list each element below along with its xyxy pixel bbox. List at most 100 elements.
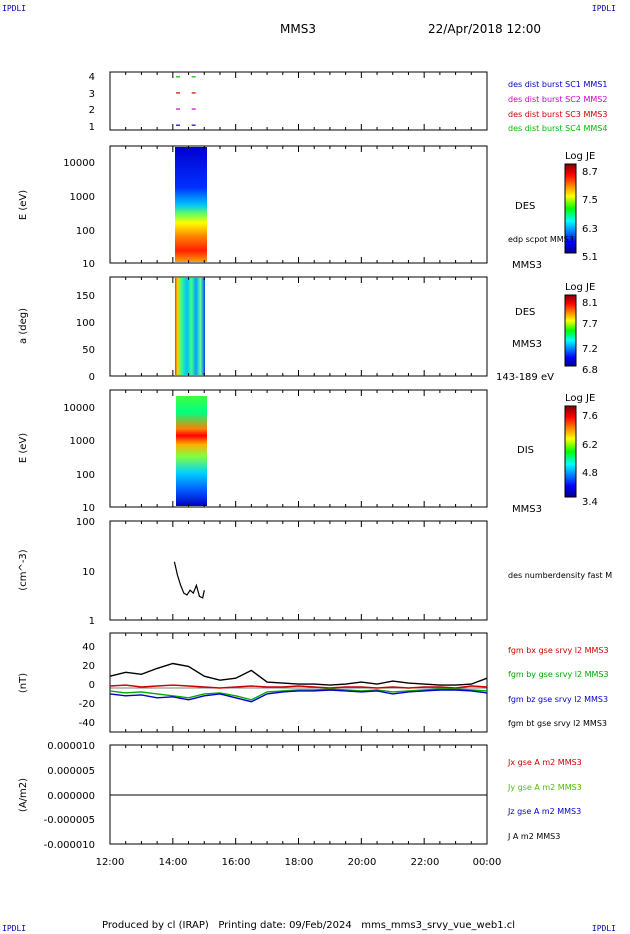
time-tick-label: 20:00 xyxy=(348,857,377,868)
ylabel-bfield: (nT) xyxy=(18,673,29,693)
panel-frame-density xyxy=(109,520,488,621)
des-energy-scpot-label: edp scpot MMS3 xyxy=(508,235,574,244)
des-energy-cbar-tick: 6.3 xyxy=(582,224,598,235)
time-tick-label: 14:00 xyxy=(159,857,188,868)
dis-energy-ytick: 100 xyxy=(76,470,95,481)
density-ytick: 1 xyxy=(89,616,95,627)
des-pitch-spectrogram xyxy=(175,278,205,375)
bfield-ytick: 20 xyxy=(82,661,95,672)
current-legend-jy: Jy gse A m2 MMS3 xyxy=(507,783,582,792)
des-pitch-colorbar xyxy=(564,294,577,367)
header-spacecraft: MMS3 xyxy=(280,22,316,36)
time-tick-label: 00:00 xyxy=(473,857,502,868)
panel-frame-dis-energy xyxy=(109,389,488,508)
dis-energy-ytick: 1000 xyxy=(70,436,95,447)
current-legend-jz: Jz gse A m2 MMS3 xyxy=(507,807,581,816)
corner-label-bottom-left: IPDLI xyxy=(2,924,27,933)
burst-legend-sc2: des dist burst SC2 MMS2 xyxy=(508,95,607,104)
des-pitch-ytick: 150 xyxy=(76,291,95,302)
panel-frame-bfield xyxy=(109,632,488,733)
current-ytick: 0.000005 xyxy=(47,766,95,777)
corner-label-top-right: IPDLI xyxy=(591,4,616,13)
des-pitch-cbar-tick: 7.2 xyxy=(582,344,598,355)
current-ytick: -0.000010 xyxy=(44,840,95,851)
des-energy-colorbar xyxy=(564,163,577,254)
burst-ytick-3: 3 xyxy=(89,89,95,100)
panel-frame-burst xyxy=(109,71,488,131)
bfield-ytick: -40 xyxy=(79,718,95,729)
current-ytick: -0.000005 xyxy=(44,815,95,826)
des-energy-spectrogram xyxy=(175,147,207,262)
ylabel-density: (cm^-3) xyxy=(18,549,29,590)
dis-energy-ytick: 10000 xyxy=(63,403,95,414)
dis-energy-spacecraft-label: MMS3 xyxy=(512,504,542,515)
ylabel-dis-energy: E (eV) xyxy=(18,433,29,463)
burst-ytick-1: 1 xyxy=(89,122,95,133)
bfield-ytick: -20 xyxy=(79,699,95,710)
dis-energy-instrument-label: DIS xyxy=(517,445,534,456)
ylabel-des-pitch: a (deg) xyxy=(18,308,29,344)
bfield-ytick: 40 xyxy=(82,642,95,653)
bfield-ytick: 0 xyxy=(89,680,95,691)
burst-ytick-4: 4 xyxy=(89,72,95,83)
des-pitch-cbar-tick: 7.7 xyxy=(582,319,598,330)
current-ytick: 0.000000 xyxy=(47,791,95,802)
des-energy-cbar-tick: 5.1 xyxy=(582,252,598,263)
des-energy-ytick: 10 xyxy=(82,259,95,270)
current-legend-jx: Jx gse A m2 MMS3 xyxy=(507,758,582,767)
time-tick-label: 12:00 xyxy=(96,857,125,868)
density-ytick: 10 xyxy=(82,567,95,578)
des-pitch-ytick: 0 xyxy=(89,372,95,383)
des-energy-ytick: 1000 xyxy=(70,192,95,203)
current-ytick: 0.000010 xyxy=(47,741,95,752)
dis-energy-cbar-title: Log JE xyxy=(565,393,595,404)
burst-legend-sc3: des dist burst SC3 MMS3 xyxy=(508,110,607,119)
dis-energy-cbar-tick: 3.4 xyxy=(582,497,598,508)
bfield-legend-bx: fgm bx gse srvy l2 MMS3 xyxy=(508,646,609,655)
current-legend-j: J A m2 MMS3 xyxy=(507,832,560,841)
bfield-series-line xyxy=(109,688,488,701)
dis-energy-colorbar xyxy=(564,405,577,498)
density-ytick: 100 xyxy=(76,517,95,528)
des-energy-ytick: 100 xyxy=(76,226,95,237)
panel-frame-des-pitch xyxy=(109,276,488,377)
des-pitch-instrument-label: DES xyxy=(515,307,535,318)
time-tick-label: 18:00 xyxy=(285,857,314,868)
header-datetime: 22/Apr/2018 12:00 xyxy=(428,22,542,36)
panel-frame-des-energy xyxy=(109,145,488,264)
ylabel-current: (A/m2) xyxy=(18,778,29,812)
des-energy-cbar-tick: 7.5 xyxy=(582,195,598,206)
des-pitch-cbar-tick: 6.8 xyxy=(582,365,598,376)
des-energy-instrument-label: DES xyxy=(515,201,535,212)
dis-energy-cbar-tick: 6.2 xyxy=(582,440,598,451)
bfield-series-line xyxy=(109,689,488,703)
des-pitch-cbar-tick: 8.1 xyxy=(582,298,598,309)
des-energy-ytick: 10000 xyxy=(63,158,95,169)
des-pitch-energy-range-label: 143-189 eV xyxy=(496,372,554,383)
density-series-line xyxy=(173,561,205,599)
dis-energy-cbar-tick: 4.8 xyxy=(582,468,598,479)
des-pitch-ytick: 50 xyxy=(82,345,95,356)
bfield-series-line xyxy=(109,684,488,689)
bfield-legend-bz: fgm bz gse srvy l2 MMS3 xyxy=(508,695,608,704)
des-energy-cbar-tick: 8.7 xyxy=(582,167,598,178)
ylabel-des-energy: E (eV) xyxy=(18,190,29,220)
time-tick-label: 16:00 xyxy=(222,857,251,868)
density-legend: des numberdensity fast M xyxy=(508,571,612,580)
dis-energy-ytick: 10 xyxy=(82,503,95,514)
bfield-legend-bt: fgm bt gse srvy l2 MMS3 xyxy=(508,719,607,728)
des-pitch-ytick: 100 xyxy=(76,318,95,329)
time-tick-label: 22:00 xyxy=(411,857,440,868)
des-energy-cbar-title: Log JE xyxy=(565,151,595,162)
corner-label-top-left: IPDLI xyxy=(2,4,27,13)
burst-ytick-2: 2 xyxy=(89,105,95,116)
dis-energy-cbar-tick: 7.6 xyxy=(582,411,598,422)
des-pitch-cbar-title: Log JE xyxy=(565,282,595,293)
bfield-legend-by: fgm by gse srvy l2 MMS3 xyxy=(508,670,609,679)
bfield-series-line xyxy=(109,662,488,686)
burst-legend-sc1: des dist burst SC1 MMS1 xyxy=(508,80,607,89)
footer-credits: Produced by cl (IRAP) Printing date: 09/… xyxy=(102,920,516,931)
des-pitch-spacecraft-label: MMS3 xyxy=(512,339,542,350)
corner-label-bottom-right: IPDLI xyxy=(591,924,616,933)
